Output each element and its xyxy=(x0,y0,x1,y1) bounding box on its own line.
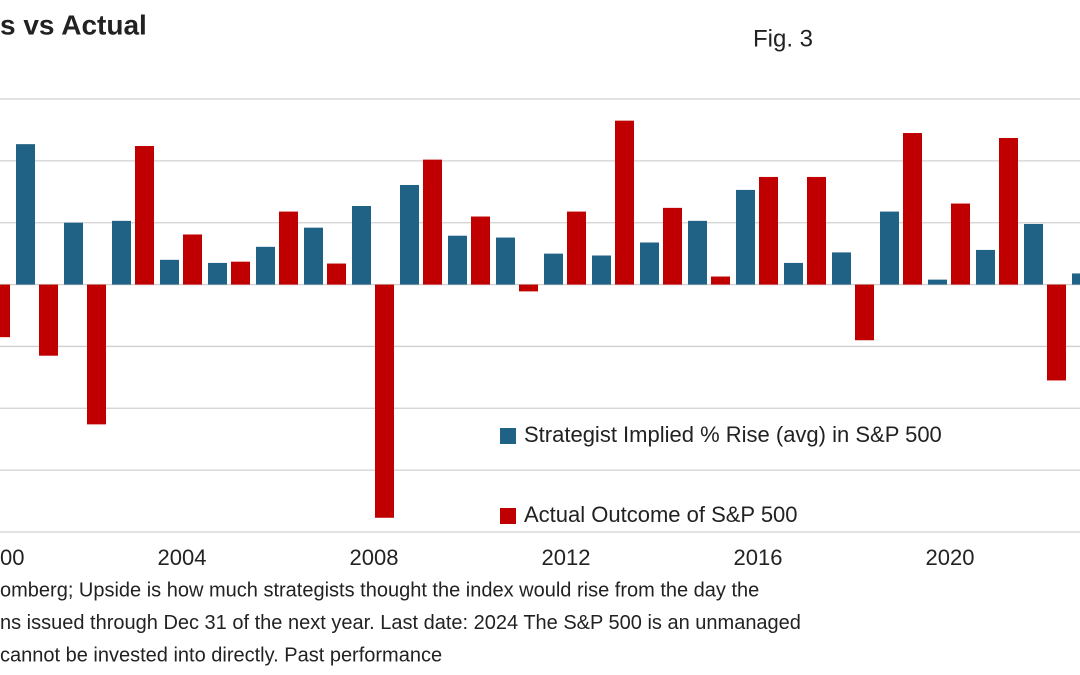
bar xyxy=(1072,273,1080,285)
bar xyxy=(807,176,826,285)
legend-label: Strategist Implied % Rise (avg) in S&P 5… xyxy=(524,422,942,447)
bar xyxy=(279,211,298,285)
bar xyxy=(160,259,179,285)
bar xyxy=(663,207,682,285)
bar xyxy=(951,203,970,285)
x-tick-label: 2008 xyxy=(350,545,399,570)
bar xyxy=(423,159,442,285)
bar xyxy=(592,255,611,285)
x-tick-label: 2004 xyxy=(158,545,207,570)
bar xyxy=(615,120,634,285)
bar xyxy=(208,262,227,285)
bar xyxy=(87,284,106,425)
bar xyxy=(231,261,250,285)
bar xyxy=(519,284,538,292)
bar xyxy=(64,222,83,285)
bar xyxy=(567,211,586,285)
legend-swatch xyxy=(500,428,516,444)
bar xyxy=(784,262,803,285)
legend-label: Actual Outcome of S&P 500 xyxy=(524,502,798,527)
bar xyxy=(327,263,346,285)
bar xyxy=(183,234,202,285)
bar xyxy=(976,249,995,285)
bar xyxy=(448,235,467,285)
bar xyxy=(999,137,1018,285)
chart-subtitle: Fig. 3 xyxy=(753,25,813,52)
x-tick-label: 2012 xyxy=(542,545,591,570)
footnote: cannot be invested into directly. Past p… xyxy=(0,644,442,666)
bar xyxy=(759,176,778,285)
bar xyxy=(0,284,10,338)
bar xyxy=(135,146,154,285)
legend-swatch xyxy=(500,508,516,524)
bar xyxy=(711,276,730,285)
footnote: omberg; Upside is how much strategists t… xyxy=(0,579,759,601)
bar xyxy=(832,252,851,285)
x-tick-label: 2016 xyxy=(734,545,783,570)
bar xyxy=(496,237,515,285)
bar xyxy=(855,284,874,341)
x-tick-label: 00 xyxy=(0,545,24,570)
chart-title: s vs Actual xyxy=(0,9,147,40)
bar xyxy=(112,220,131,285)
bar xyxy=(304,227,323,285)
bar xyxy=(880,211,899,285)
footnote: ns issued through Dec 31 of the next yea… xyxy=(0,612,801,634)
bar xyxy=(903,133,922,285)
bar xyxy=(1024,223,1043,285)
bar xyxy=(400,184,419,285)
bar xyxy=(928,279,947,285)
bar xyxy=(640,242,659,285)
bar xyxy=(352,206,371,285)
bar xyxy=(16,144,35,285)
bar xyxy=(1047,284,1066,381)
bar xyxy=(39,284,58,356)
bar xyxy=(256,246,275,285)
bar xyxy=(471,216,490,285)
bar xyxy=(375,284,394,518)
bar xyxy=(736,189,755,285)
x-tick-label: 2020 xyxy=(926,545,975,570)
bar xyxy=(544,253,563,285)
bar xyxy=(688,220,707,285)
